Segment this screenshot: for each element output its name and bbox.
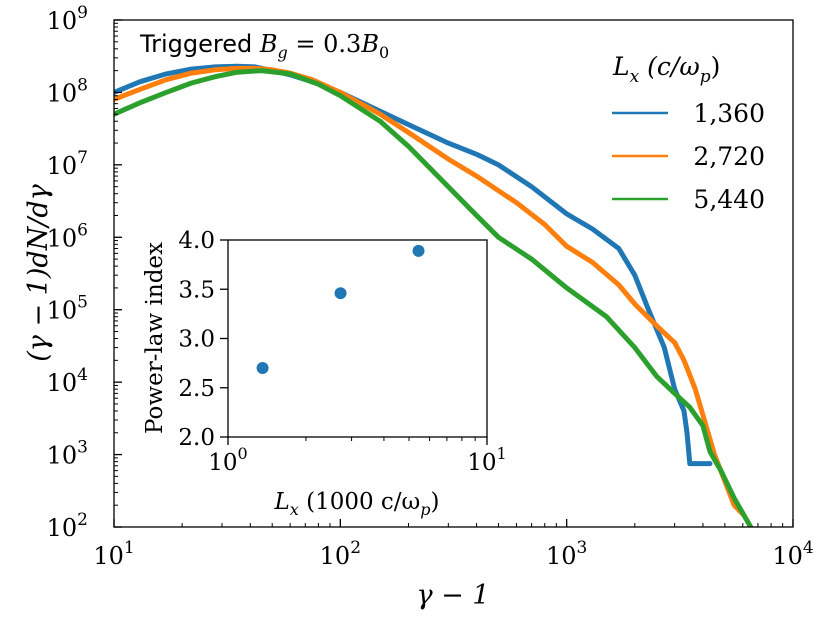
inset-x-title-unit: (1000 c/ω (299, 489, 421, 515)
x-tick-label-base: 10 (93, 542, 124, 570)
x-tick-label: 104 (772, 538, 813, 570)
legend-title-var: L (612, 52, 630, 81)
plot-title-var2: B (360, 30, 379, 58)
inset-points (256, 244, 425, 375)
x-axis-title: γ − 1 (416, 580, 489, 611)
legend-title-close: ) (711, 52, 721, 81)
y-tick-label-base: 10 (47, 152, 78, 180)
inset-y-tick-label: 3.5 (178, 277, 215, 303)
legend-label-3: 5,440 (693, 185, 765, 214)
x-tick-label: 102 (320, 538, 361, 570)
inset-y-tick-label: 2.0 (178, 425, 215, 451)
series-layer (114, 63, 754, 527)
inset-point-3 (412, 244, 425, 257)
legend-title-sub: x (630, 67, 640, 87)
y-tick-label-base: 10 (47, 79, 78, 107)
y-tick-label-base: 10 (47, 224, 78, 252)
inset-x-title-unit-sub: p (420, 500, 430, 519)
x-tick-label-exp: 1 (124, 538, 135, 558)
y-tick-label: 102 (47, 510, 88, 542)
inset-x-title-close: ) (431, 489, 440, 515)
y-tick-label-base: 10 (47, 297, 78, 325)
inset-x-title-var: L (273, 489, 289, 515)
inset-x-title-sub: x (290, 500, 299, 519)
inset-y-tick-label: 2.5 (178, 376, 215, 402)
y-tick-label-base: 10 (47, 369, 78, 397)
x-tick-label-base: 10 (546, 542, 577, 570)
series-line-3 (114, 68, 754, 527)
inset-x-tick-label-exp: 0 (238, 444, 248, 463)
x-tick-label-exp: 2 (350, 538, 361, 558)
y-tick-label: 107 (47, 148, 88, 180)
y-tick-label-exp: 7 (77, 148, 88, 168)
legend-title-unit-sub: p (700, 67, 711, 87)
y-tick-label: 105 (47, 293, 88, 325)
inset-x-tick-label-base: 10 (208, 450, 237, 476)
legend-entries: 1,360 2,720 5,440 (612, 99, 765, 214)
plot-title: Triggered Bg = 0.3B0 (139, 30, 389, 62)
y-tick-label-exp: 6 (77, 220, 88, 240)
y-tick-label-exp: 8 (77, 75, 88, 95)
inset-x-tick-label: 101 (467, 444, 506, 476)
inset-x-title: Lx (1000 c/ωp) (273, 489, 439, 519)
x-tick-label-base: 10 (320, 542, 351, 570)
y-axis-title: (γ − 1)dN/dγ (23, 183, 54, 361)
plot-title-sub2: 0 (379, 43, 389, 62)
plot-title-var: B (259, 30, 278, 58)
x-tick-label-exp: 3 (577, 538, 588, 558)
legend: Lx (c/ωp) 1,360 2,720 5,440 (612, 52, 765, 214)
y-tick-label: 106 (47, 220, 88, 252)
y-tick-label-exp: 4 (77, 365, 88, 385)
y-tick-label-base: 10 (47, 7, 78, 35)
y-tick-label-exp: 5 (77, 293, 88, 313)
inset-background (228, 240, 487, 437)
legend-label-1: 1,360 (693, 99, 765, 128)
inset-x-tick-label: 100 (208, 444, 247, 476)
x-tick-label: 103 (546, 538, 587, 570)
series-line-2 (114, 65, 746, 517)
y-tick-label-base: 10 (47, 514, 78, 542)
y-tick-label: 104 (47, 365, 88, 397)
inset-point-1 (256, 362, 269, 375)
legend-title-unit: (c/ω (639, 52, 700, 81)
inset-x-tick-label-exp: 1 (497, 444, 507, 463)
inset-y-title: Power-law index (142, 242, 168, 434)
x-tick-label: 101 (93, 538, 134, 570)
y-tick-label: 109 (47, 3, 88, 35)
legend-title: Lx (c/ωp) (612, 52, 720, 87)
y-tick-label: 108 (47, 75, 88, 107)
inset-y-tick-label: 4.0 (178, 228, 215, 254)
y-tick-label: 103 (47, 438, 88, 470)
x-tick-label-base: 10 (772, 542, 803, 570)
inset-x-tick-label-base: 10 (467, 450, 496, 476)
inset-point-2 (334, 287, 347, 300)
plot-title-prefix: Triggered (139, 30, 260, 58)
inset-y-tick-label: 3.0 (178, 327, 215, 353)
plot-title-sub: g (278, 43, 288, 62)
plot-title-mid: = 0.3 (288, 30, 362, 58)
legend-label-2: 2,720 (693, 142, 765, 171)
y-tick-label-exp: 9 (77, 3, 88, 23)
y-tick-label-exp: 3 (77, 438, 88, 458)
y-tick-label-base: 10 (47, 442, 78, 470)
x-tick-label-exp: 4 (803, 538, 814, 558)
y-tick-label-exp: 2 (77, 510, 88, 530)
plot-frame (113, 19, 794, 528)
